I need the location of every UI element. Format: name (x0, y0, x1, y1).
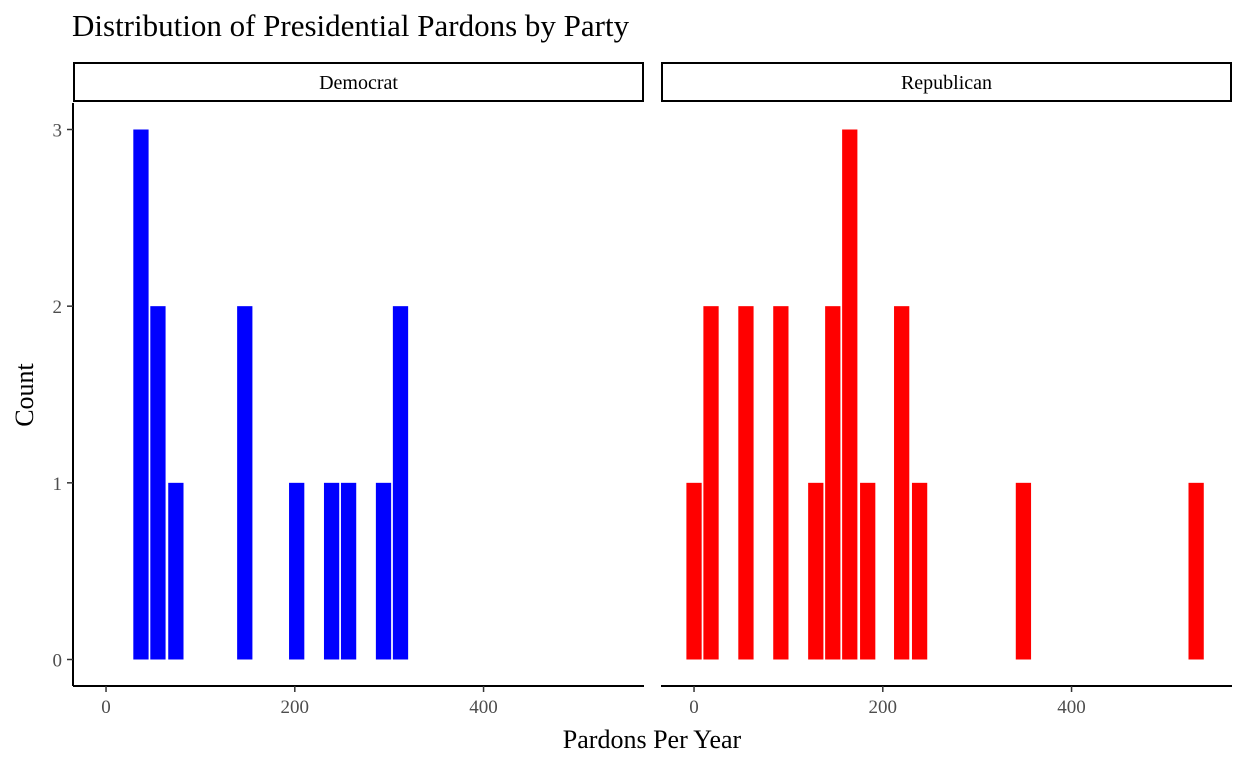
x-tick-label: 400 (469, 697, 498, 718)
x-tick-label: 200 (281, 697, 310, 718)
facet-panel-republican: Republican 0 200 400 (661, 62, 1232, 718)
histogram-bar (773, 306, 789, 660)
histogram-bar (375, 482, 392, 660)
y-axis-title: Count (10, 362, 39, 426)
x-tick-label: 0 (101, 697, 111, 718)
y-tick-label: 1 (53, 474, 63, 495)
histogram-bar (150, 306, 166, 660)
facet-strip (73, 62, 644, 102)
histogram-bar (894, 306, 910, 660)
histogram-bar (1188, 482, 1204, 660)
histogram-bar (1015, 482, 1032, 660)
histogram-bar (323, 482, 340, 660)
chart-title: Distribution of Presidential Pardons by … (72, 8, 630, 43)
y-tick-label: 2 (53, 297, 63, 318)
facet-strip-label: Republican (901, 72, 992, 94)
histogram-bar (289, 482, 305, 660)
histogram-bar (133, 129, 149, 660)
histogram-bar (237, 306, 253, 660)
histogram-bar (168, 482, 184, 660)
x-axis-title: Pardons Per Year (563, 725, 742, 754)
histogram-bar (911, 482, 928, 660)
histogram-bar (703, 306, 719, 660)
x-tick-label: 200 (869, 697, 898, 718)
histogram-bar (808, 482, 824, 660)
histogram-bar (825, 306, 841, 660)
facets-layer: Democrat 0 200 400 0 1 2 3 Republican 0 200 400 (53, 62, 1232, 718)
facet-strip (661, 62, 1232, 102)
facet-strip-label: Democrat (319, 72, 398, 94)
histogram-bar (738, 306, 754, 660)
histogram-bar (392, 306, 409, 660)
y-tick-label: 0 (53, 651, 63, 672)
x-tick-label: 400 (1057, 697, 1086, 718)
histogram-bar (860, 482, 876, 660)
y-tick-label: 3 (53, 121, 63, 142)
x-tick-label: 0 (689, 697, 699, 718)
histogram-bar (340, 482, 357, 660)
facet-panel-democrat: Democrat 0 200 400 0 1 2 3 (53, 62, 644, 718)
histogram-bar (686, 482, 702, 660)
histogram-bar (842, 129, 858, 660)
